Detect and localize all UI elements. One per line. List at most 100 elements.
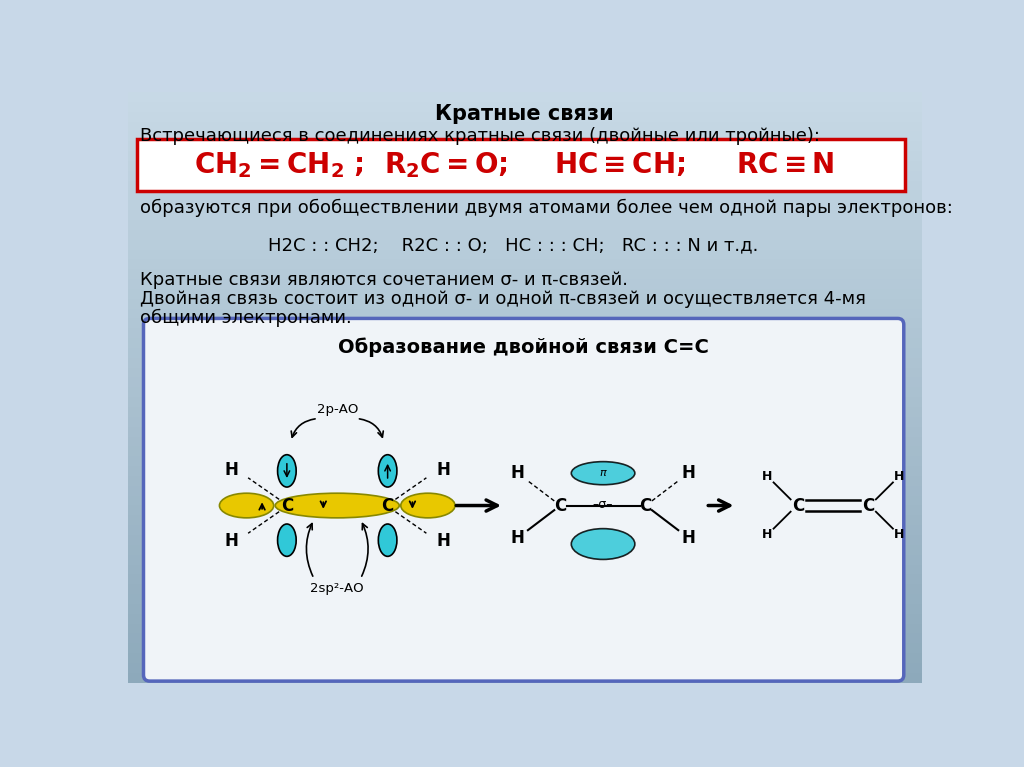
Ellipse shape xyxy=(400,493,455,518)
Bar xyxy=(128,574,922,584)
Text: H: H xyxy=(681,464,695,482)
Bar xyxy=(128,131,922,141)
Bar xyxy=(128,584,922,594)
Text: H2C : : CH2;    R2C : : O;   HC : : : CH;   RC : : : N и т.д.: H2C : : CH2; R2C : : O; HC : : : CH; RC … xyxy=(267,236,758,254)
Bar xyxy=(128,220,922,230)
Ellipse shape xyxy=(275,493,399,518)
Bar xyxy=(128,298,922,308)
Bar xyxy=(128,397,922,407)
Text: Кратные связи являются сочетанием σ- и π-связей.: Кратные связи являются сочетанием σ- и π… xyxy=(139,271,628,288)
Text: C: C xyxy=(793,496,805,515)
Bar xyxy=(128,525,922,535)
Text: $\mathbf{CH_2{=}CH_2\ ;}$: $\mathbf{CH_2{=}CH_2\ ;}$ xyxy=(194,150,364,180)
Bar xyxy=(128,200,922,210)
Text: C: C xyxy=(554,496,566,515)
Bar xyxy=(128,436,922,446)
Bar xyxy=(128,624,922,634)
Bar xyxy=(128,555,922,565)
Ellipse shape xyxy=(378,455,397,487)
Text: $\mathbf{R_2C{=}O;}$: $\mathbf{R_2C{=}O;}$ xyxy=(384,150,508,180)
Bar xyxy=(128,239,922,249)
FancyBboxPatch shape xyxy=(143,318,904,681)
Bar xyxy=(128,377,922,387)
Ellipse shape xyxy=(378,524,397,556)
Ellipse shape xyxy=(571,462,635,485)
Bar xyxy=(128,357,922,367)
Bar xyxy=(128,92,922,102)
Bar xyxy=(128,417,922,426)
Bar xyxy=(128,338,922,348)
Text: C: C xyxy=(382,496,394,515)
Bar xyxy=(128,181,922,190)
Bar xyxy=(128,515,922,525)
Text: H: H xyxy=(436,532,451,550)
Bar xyxy=(128,565,922,574)
Bar xyxy=(128,653,922,663)
Text: H: H xyxy=(762,469,772,482)
Text: C: C xyxy=(640,496,652,515)
Bar xyxy=(128,141,922,151)
Bar xyxy=(128,673,922,683)
Text: H: H xyxy=(511,529,524,547)
Bar xyxy=(128,495,922,505)
Text: H: H xyxy=(224,532,238,550)
Bar xyxy=(128,308,922,318)
Bar xyxy=(128,604,922,614)
Bar xyxy=(128,328,922,338)
Bar xyxy=(128,456,922,466)
Bar xyxy=(128,249,922,259)
Text: 2p-АО: 2p-АО xyxy=(316,403,358,416)
Bar xyxy=(128,387,922,397)
Bar xyxy=(128,151,922,161)
Text: π: π xyxy=(600,468,606,478)
Bar xyxy=(128,230,922,240)
Bar xyxy=(128,663,922,673)
Text: C: C xyxy=(862,496,874,515)
Text: $\mathbf{HC{\equiv}CH;}$: $\mathbf{HC{\equiv}CH;}$ xyxy=(554,151,685,179)
Bar xyxy=(128,171,922,181)
Bar xyxy=(128,407,922,417)
Bar xyxy=(128,486,922,495)
Text: 2sp²-АО: 2sp²-АО xyxy=(310,582,365,595)
Text: образуются при обобществлении двумя атомами более чем одной пары электронов:: образуются при обобществлении двумя атом… xyxy=(139,199,952,217)
Bar xyxy=(128,289,922,298)
Ellipse shape xyxy=(571,528,635,559)
Text: Образование двойной связи C=C: Образование двойной связи C=C xyxy=(338,337,709,357)
Bar xyxy=(128,466,922,476)
Bar xyxy=(128,112,922,122)
Bar xyxy=(128,634,922,644)
Bar xyxy=(128,367,922,377)
Bar xyxy=(128,476,922,486)
Bar xyxy=(128,614,922,624)
Text: Встречающиеся в соединениях кратные связи (двойные или тройные):: Встречающиеся в соединениях кратные связ… xyxy=(139,127,819,145)
Text: Кратные связи: Кратные связи xyxy=(435,104,614,123)
Bar xyxy=(128,644,922,653)
Text: H: H xyxy=(894,469,904,482)
Text: Двойная связь состоит из одной σ- и одной π-связей и осуществляется 4-мя: Двойная связь состоит из одной σ- и одно… xyxy=(139,290,865,308)
Text: H: H xyxy=(511,464,524,482)
Ellipse shape xyxy=(278,524,296,556)
Bar xyxy=(128,545,922,555)
Text: H: H xyxy=(894,528,904,542)
Text: H: H xyxy=(681,529,695,547)
Text: H: H xyxy=(762,528,772,542)
Text: H: H xyxy=(436,461,451,479)
Text: –σ–: –σ– xyxy=(593,499,613,512)
Bar xyxy=(128,259,922,269)
Bar xyxy=(128,446,922,456)
Text: $\mathbf{RC{\equiv}N}$: $\mathbf{RC{\equiv}N}$ xyxy=(736,151,835,179)
Text: C: C xyxy=(281,496,293,515)
Bar xyxy=(128,318,922,328)
Bar xyxy=(128,279,922,289)
Bar xyxy=(128,594,922,604)
Bar xyxy=(128,102,922,112)
Bar xyxy=(128,210,922,220)
Bar xyxy=(128,161,922,171)
Bar xyxy=(128,505,922,515)
Ellipse shape xyxy=(278,455,296,487)
FancyBboxPatch shape xyxy=(137,139,904,192)
Bar xyxy=(128,190,922,200)
Bar xyxy=(128,535,922,545)
Bar xyxy=(128,426,922,436)
Ellipse shape xyxy=(219,493,273,518)
